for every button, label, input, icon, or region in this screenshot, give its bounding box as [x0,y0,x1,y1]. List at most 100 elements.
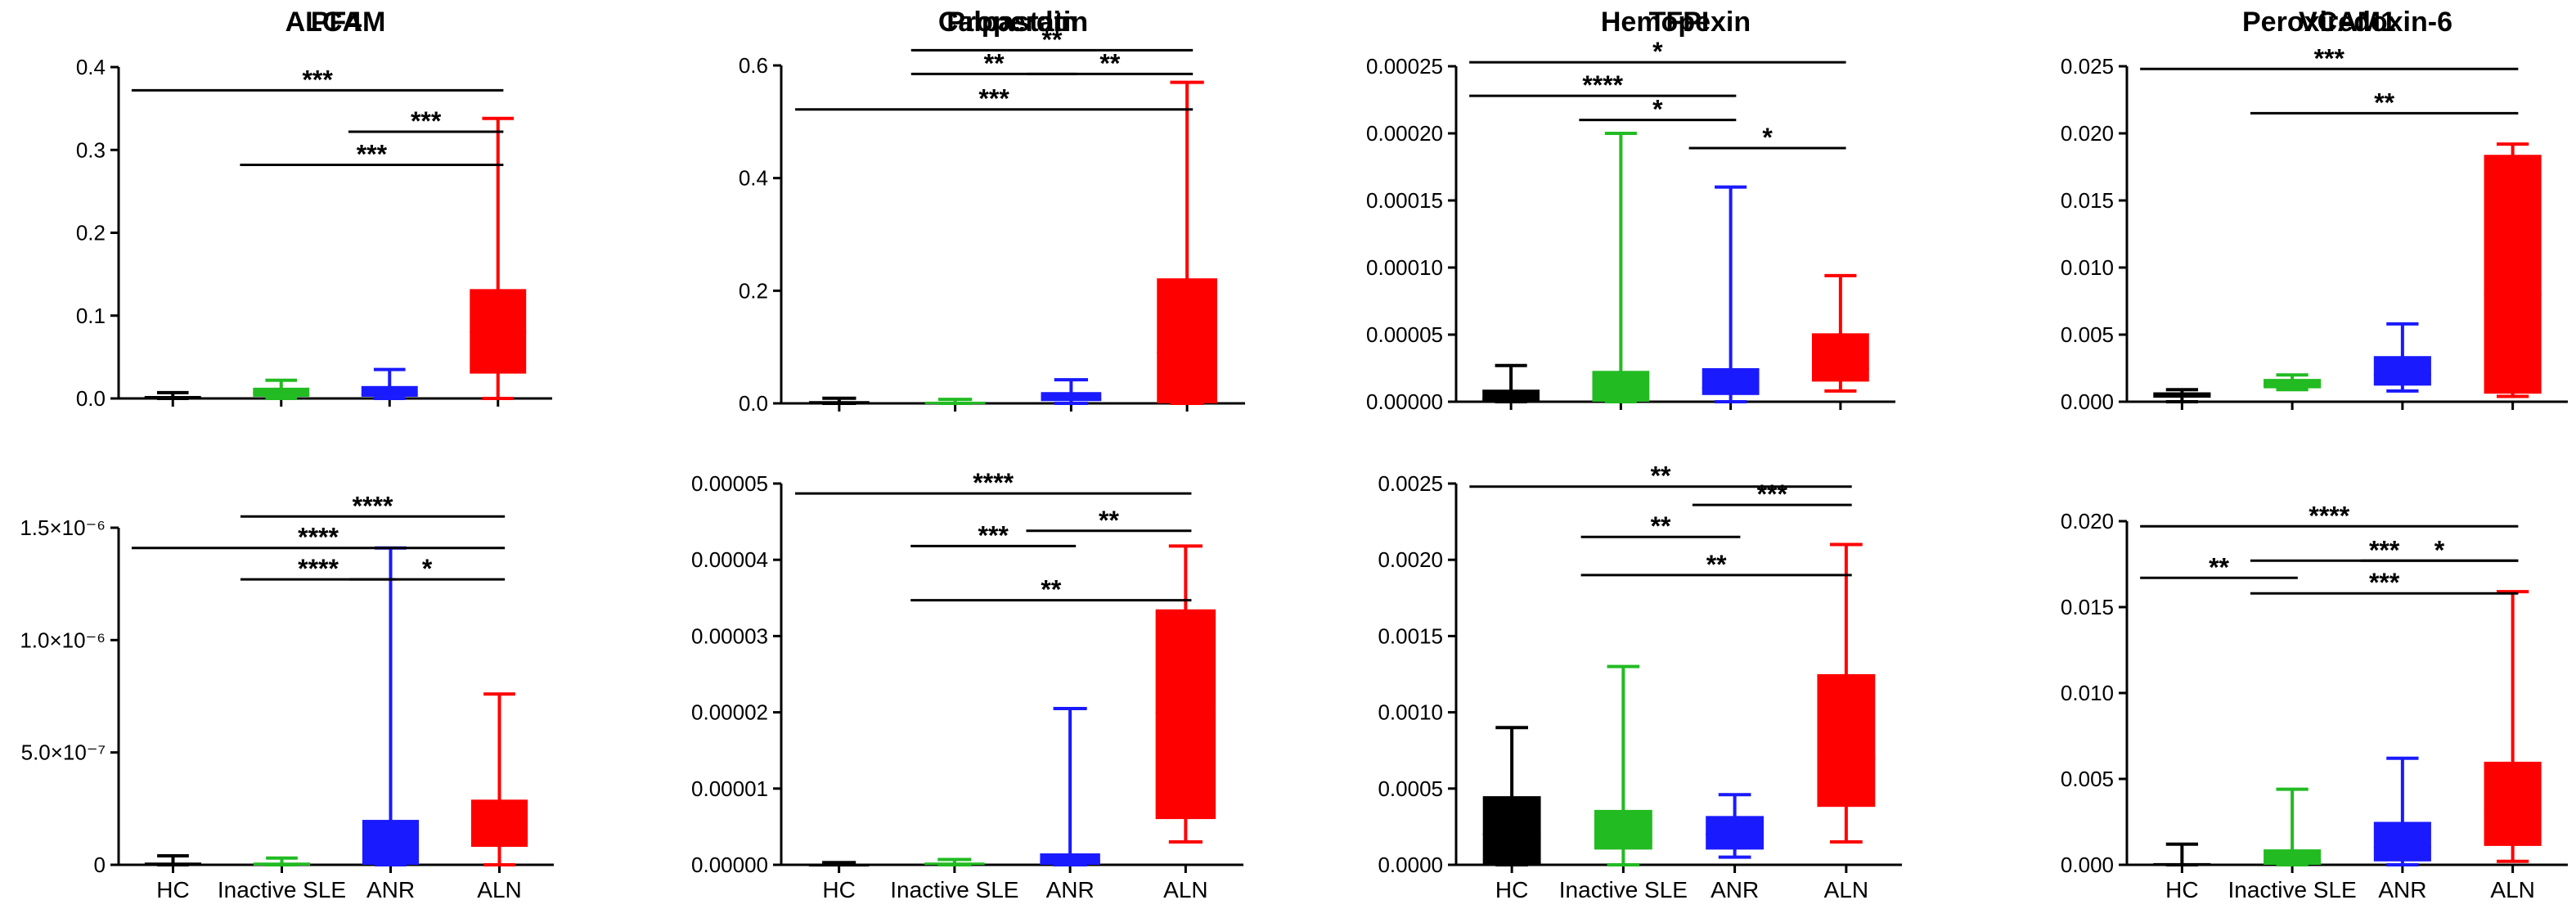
panel-peroxiredoxin-6: Peroxiredoxin-6 0.000 0.005 0.010 0.015 0.020… [2061,7,2568,414]
significance-label: ** [1651,511,1671,541]
y-tick-label: 0.0005 [1378,776,1443,801]
panel-title: Hemopexin [1601,7,1751,38]
significance-label: ** [2374,88,2394,117]
y-tick-label: 0.3 [76,137,106,162]
box-body [470,289,527,374]
y-tick-label: 0.0025 [1378,471,1443,496]
x-tick-label: ALN [1163,877,1207,902]
significance-label: ** [2209,552,2229,582]
box-aln [1157,80,1217,405]
significance-label: **** [298,523,339,552]
box-anr [1041,378,1102,405]
x-tick-label: HC [1495,877,1528,902]
significance-label: *** [2369,568,2400,597]
panel-pf4: PF4 0 5.0×10⁻⁷ 1.0×10⁻⁶ 1.5×10⁻⁶ HC Inactive S… [20,7,554,902]
y-tick-label: 0.2 [739,278,768,303]
x-tick-label: ANR [1711,877,1759,902]
significance-label: ** [984,48,1005,78]
y-tick-label: 0.1 [76,304,106,328]
y-tick-label: 1.0×10⁻⁶ [20,628,106,652]
significance-label: * [2434,535,2445,565]
x-tick-label: Inactive SLE [1559,877,1688,902]
box-hc [2153,842,2211,866]
y-tick-label: 0.0 [76,386,106,411]
y-tick-label: 5.0×10⁻⁷ [21,740,106,765]
x-tick-label: ANR [2378,877,2426,902]
box-anr [1702,185,1760,403]
y-tick-label: 0.00015 [1366,188,1443,213]
y-tick-label: 0.00000 [1366,389,1443,414]
box-hc [808,861,870,867]
significance-label: **** [1582,70,1623,100]
box-inactive-sle [253,378,310,400]
panel-title: TFPI [1649,7,1710,38]
y-tick-label: 0.00000 [691,853,768,877]
box-body [2373,821,2431,862]
panel-alcam: ALCAM 0.0 0.1 0.2 0.3 0.4 *** *** *** [76,7,552,411]
box-body [2484,155,2542,394]
y-tick-label: 0.00004 [691,547,768,572]
x-tick-label: ALN [1824,877,1868,902]
y-tick-label: 0.000 [2061,853,2114,877]
box-body [1702,368,1760,395]
box-body [1157,278,1217,403]
x-tick-label: HC [156,877,189,902]
box-body [1482,389,1540,402]
y-tick-label: 0.005 [2061,322,2114,347]
y-tick-label: 1.5×10⁻⁶ [20,515,106,540]
significance-label: * [1762,123,1773,152]
panel-title: PF4 [311,7,362,38]
y-tick-label: 0.2 [76,221,106,245]
x-tick-label: Inactive SLE [2228,877,2357,902]
y-tick-label: 0.4 [739,166,768,191]
significance-label: * [1652,37,1663,66]
box-body [144,862,202,866]
box-aln [470,692,528,866]
significance-label: **** [298,554,339,583]
box-aln [470,116,527,400]
box-inactive-sle [1594,664,1652,866]
x-tick-label: ANR [1046,877,1095,902]
y-tick-label: 0.00002 [691,700,768,725]
box-inactive-sle [253,856,311,866]
significance-label: ** [1041,575,1061,605]
significance-label: *** [302,65,333,94]
y-tick-label: 0.00020 [1366,121,1443,146]
box-body [2484,762,2542,846]
significance-label: *** [411,106,442,136]
y-tick-label: 0.000 [2061,389,2114,414]
box-body [1155,609,1216,820]
y-tick-label: 0.005 [2061,767,2114,791]
y-tick-label: 0.00001 [691,776,768,801]
panel-properdin: Properdin 0.00000 0.00001 0.00002 0.00003 0.0… [691,7,1243,902]
significance-label: *** [1757,479,1788,509]
significance-label: * [1652,95,1663,124]
y-tick-label: 0.015 [2061,595,2114,619]
y-tick-label: 0 [94,853,106,877]
y-tick-label: 0.00010 [1366,255,1443,280]
box-body [470,799,528,848]
significance-label: *** [2314,43,2345,73]
box-inactive-sle [924,398,986,405]
x-tick-label: ALN [2490,877,2534,902]
y-tick-label: 0.020 [2061,121,2114,146]
significance-label: * [422,554,433,583]
y-tick-label: 0.0010 [1378,700,1443,725]
box-hc [1482,363,1540,403]
box-body [362,820,420,865]
box-body [1040,853,1100,865]
box-hc [2153,388,2211,403]
x-tick-label: Inactive SLE [890,877,1018,902]
significance-label: ** [1706,550,1727,579]
y-tick-label: 0.00005 [691,471,768,496]
box-body [253,862,311,866]
y-tick-label: 0.015 [2061,188,2114,213]
box-body [2373,356,2431,386]
y-tick-label: 0.010 [2061,681,2114,705]
box-body [2264,849,2322,865]
box-aln [2484,590,2542,863]
box-hc [144,854,202,866]
box-inactive-sle [1592,132,1650,403]
box-anr [1706,793,1765,859]
